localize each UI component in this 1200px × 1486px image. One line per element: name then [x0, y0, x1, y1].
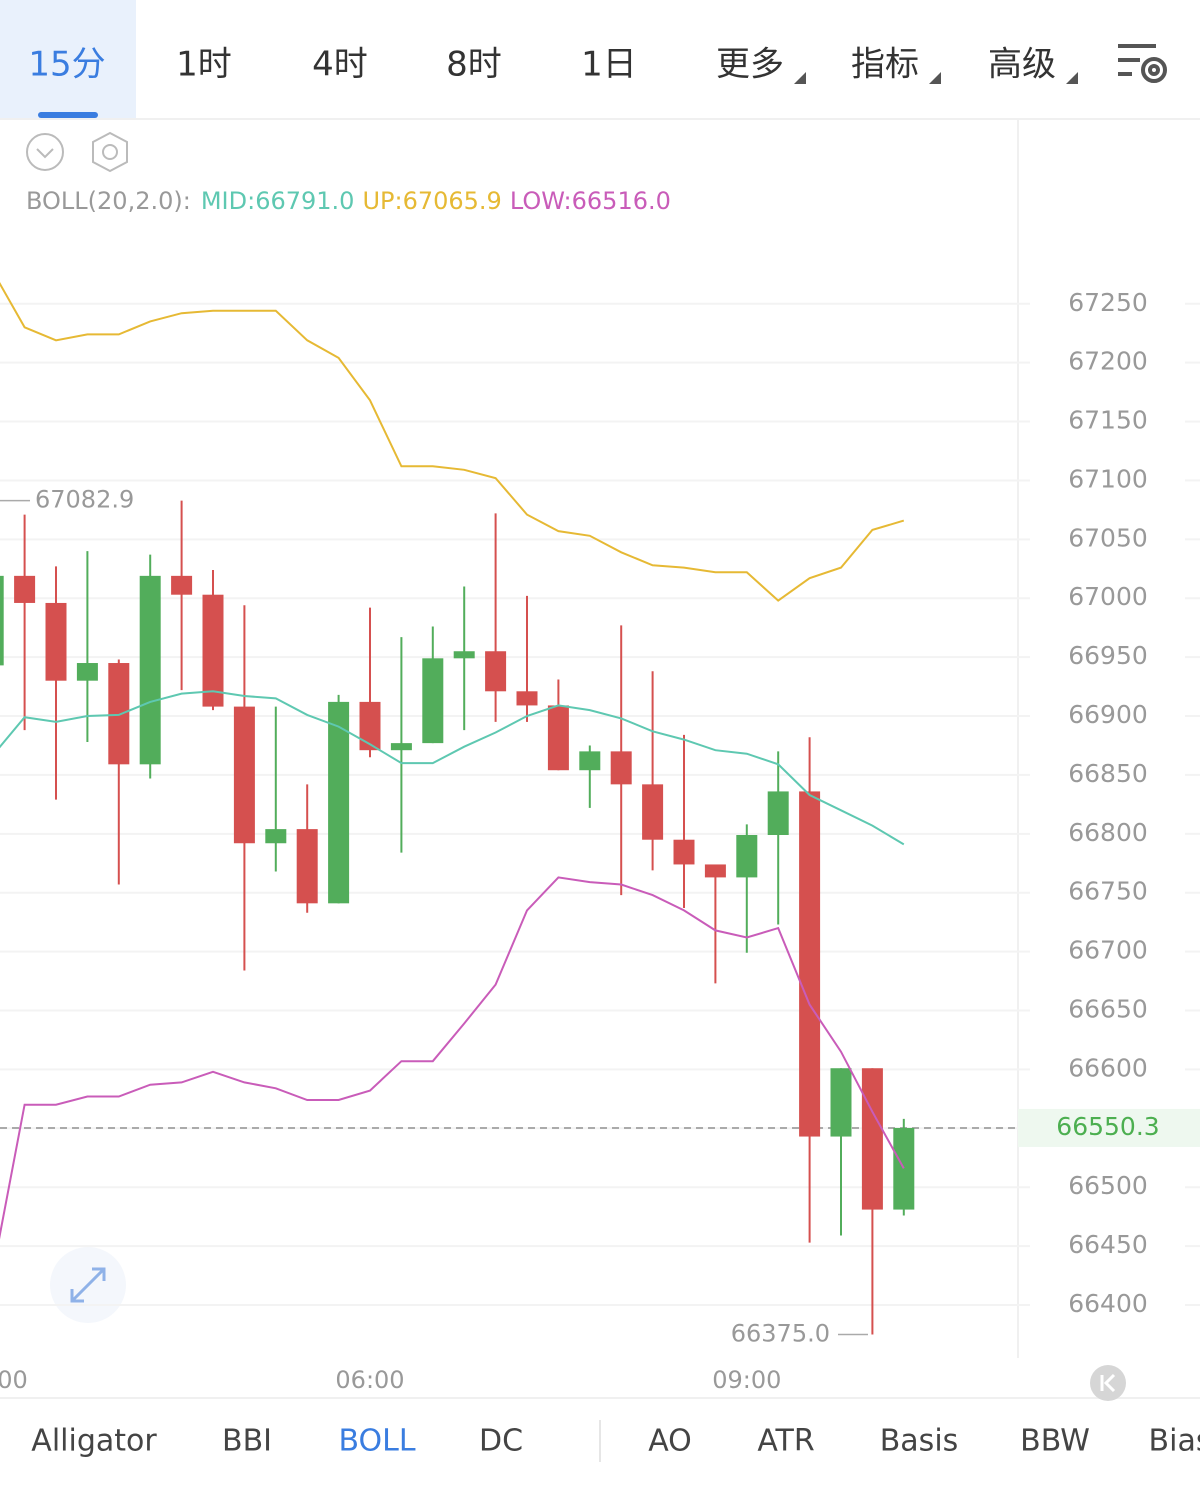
- y-tick-label: 67050: [1068, 523, 1148, 552]
- y-tick-label: 67200: [1068, 347, 1148, 376]
- candle-body: [861, 1068, 883, 1210]
- dropdown-caret: [1066, 72, 1078, 84]
- timeframe-tab[interactable]: 8时: [446, 45, 502, 85]
- boll-line: [0, 876, 905, 1240]
- x-tick-label: 06:00: [335, 1366, 404, 1394]
- x-tick-label: 03:00: [0, 1366, 28, 1394]
- candle-body: [359, 701, 381, 751]
- legend-value: 66791.0: [255, 187, 354, 215]
- y-tick-label: 67100: [1068, 464, 1148, 493]
- candle-body: [485, 651, 507, 692]
- candle-body: [516, 691, 538, 706]
- candle-body: [233, 706, 255, 844]
- candle-body: [799, 791, 821, 1137]
- candle-body: [579, 751, 601, 771]
- candle-body: [390, 743, 412, 751]
- timeframe-tab[interactable]: 1日: [581, 45, 637, 85]
- legend: BOLL(20,2.0): MID:66791.0 UP:67065.9 LOW:66…: [26, 187, 671, 215]
- y-tick-label: 67150: [1068, 406, 1148, 435]
- active-tab-bg: [0, 0, 136, 118]
- y-tick-label: 66500: [1068, 1171, 1148, 1200]
- boll-line: [0, 281, 905, 602]
- candle-body: [547, 705, 569, 771]
- y-tick-label: 67250: [1068, 288, 1148, 317]
- y-tick-label: 66700: [1068, 936, 1148, 965]
- timeframe-tab[interactable]: 1时: [176, 45, 232, 85]
- timeframe-tab[interactable]: 指标: [851, 45, 919, 85]
- collapse-chevron: [36, 148, 54, 159]
- timeframe-tab[interactable]: 15分: [28, 45, 105, 85]
- candle-body: [108, 663, 130, 765]
- y-tick-label: 66600: [1068, 1053, 1148, 1082]
- y-tick-label: 66950: [1068, 641, 1148, 670]
- active-tab-indicator: [38, 112, 98, 118]
- candle-body: [642, 784, 664, 840]
- candle-body: [422, 658, 444, 744]
- candle-body: [673, 839, 695, 865]
- timeframe-tab[interactable]: 4时: [312, 45, 368, 85]
- scroll-latest-icon: [1100, 1373, 1116, 1393]
- indicator-tab[interactable]: Alligator: [31, 1424, 157, 1459]
- candle-body: [704, 864, 726, 878]
- indicator-tab[interactable]: DC: [479, 1424, 523, 1459]
- last-price-label: 66550.3: [1056, 1112, 1159, 1141]
- settings-hex-icon[interactable]: [92, 131, 128, 173]
- candle-body: [171, 575, 193, 595]
- candle-body: [736, 835, 758, 878]
- indicator-tab[interactable]: Bias: [1149, 1424, 1200, 1459]
- x-tick-label: 09:00: [712, 1366, 781, 1394]
- indicator-tab[interactable]: ATR: [757, 1424, 814, 1459]
- boll-line: [0, 690, 905, 846]
- indicator-tab[interactable]: AO: [648, 1424, 692, 1459]
- y-tick-label: 66900: [1068, 700, 1148, 729]
- collapse-icon[interactable]: [26, 133, 64, 171]
- low-marker-label: 66375.0: [731, 1319, 830, 1347]
- y-tick-label: 66750: [1068, 877, 1148, 906]
- y-tick-label: 66450: [1068, 1230, 1148, 1259]
- candle-body: [202, 594, 224, 707]
- candle-body: [296, 829, 318, 904]
- indicator-tab[interactable]: BBI: [222, 1424, 272, 1459]
- timeframe-tab[interactable]: 更多: [716, 45, 784, 85]
- last-price-box: [1018, 1108, 1200, 1147]
- legend-title: BOLL(20,2.0):: [26, 187, 191, 215]
- dropdown-caret: [929, 72, 941, 84]
- y-tick-label: 66400: [1068, 1289, 1148, 1318]
- candle-body: [265, 829, 287, 844]
- legend-value: 66516.0: [572, 187, 671, 215]
- candle-body: [453, 651, 475, 659]
- candle-body: [767, 791, 789, 836]
- indicator-tab[interactable]: BOLL: [338, 1424, 415, 1459]
- y-tick-label: 66850: [1068, 759, 1148, 788]
- indicator-tab[interactable]: BBW: [1020, 1424, 1090, 1459]
- legend-name: MID:: [201, 187, 255, 215]
- y-tick-label: 66800: [1068, 818, 1148, 847]
- candle-body: [328, 701, 350, 904]
- candle-body: [45, 602, 67, 681]
- expand-icon: [70, 1267, 106, 1303]
- timeframe-tab[interactable]: 高级: [988, 45, 1056, 85]
- candle-body: [14, 575, 36, 603]
- candle-body: [76, 663, 98, 681]
- candle-body: [893, 1127, 915, 1210]
- dropdown-caret: [794, 72, 806, 84]
- settings-icon[interactable]: [1118, 44, 1167, 83]
- legend-name: UP:: [362, 187, 402, 215]
- y-tick-label: 66650: [1068, 995, 1148, 1024]
- candle-body: [139, 575, 161, 765]
- y-tick-label: 67000: [1068, 582, 1148, 611]
- candle-body: [0, 575, 4, 666]
- settings-hex-dot: [102, 144, 118, 160]
- indicator-tab[interactable]: Basis: [880, 1424, 959, 1459]
- high-marker-label: 67082.9: [35, 486, 134, 514]
- legend-name: LOW:: [510, 187, 572, 215]
- candle-body: [610, 751, 632, 785]
- legend-value: 67065.9: [403, 187, 502, 215]
- candle-body: [830, 1068, 852, 1137]
